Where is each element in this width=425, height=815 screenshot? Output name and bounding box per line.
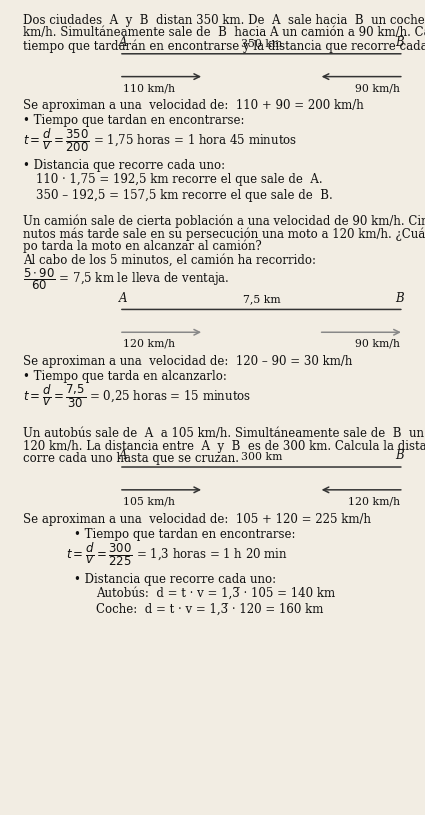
Text: Se aproximan a una  velocidad de:  105 + 120 = 225 km/h: Se aproximan a una velocidad de: 105 + 1… (23, 513, 371, 526)
Text: 350 – 192,5 = 157,5 km recorre el que sale de  B.: 350 – 192,5 = 157,5 km recorre el que sa… (36, 189, 333, 202)
Text: • Tiempo que tardan en encontrarse:: • Tiempo que tardan en encontrarse: (74, 528, 296, 541)
Text: A: A (119, 292, 128, 305)
Text: $t = \dfrac{d}{v} = \dfrac{7{,}5}{30}$ = 0,25 horas = 15 minutos: $t = \dfrac{d}{v} = \dfrac{7{,}5}{30}$ =… (23, 383, 252, 410)
Text: $t = \dfrac{d}{v} = \dfrac{300}{225}$ = 1,3 horas = 1 h 20 min: $t = \dfrac{d}{v} = \dfrac{300}{225}$ = … (66, 542, 288, 568)
Text: B: B (395, 292, 404, 305)
Text: 105 km/h: 105 km/h (123, 496, 175, 506)
Text: 120 km/h: 120 km/h (348, 496, 400, 506)
Text: 120 km/h: 120 km/h (123, 339, 175, 349)
Text: • Tiempo que tardan en encontrarse:: • Tiempo que tardan en encontrarse: (23, 114, 245, 127)
Text: tiempo que tardarán en encontrarse y la distancia que recorre cada uno.: tiempo que tardarán en encontrarse y la … (23, 39, 425, 53)
Text: • Distancia que recorre cada uno:: • Distancia que recorre cada uno: (74, 573, 277, 586)
Text: $t = \dfrac{d}{v} = \dfrac{350}{200}$ = 1,75 horas = 1 hora 45 minutos: $t = \dfrac{d}{v} = \dfrac{350}{200}$ = … (23, 127, 297, 154)
Text: 120 km/h. La distancia entre  A  y  B  es de 300 km. Calcula la distancia que re: 120 km/h. La distancia entre A y B es de… (23, 440, 425, 452)
Text: • Tiempo que tarda en alcanzarlo:: • Tiempo que tarda en alcanzarlo: (23, 369, 227, 382)
Text: Se aproximan a una  velocidad de:  120 – 90 = 30 km/h: Se aproximan a una velocidad de: 120 – 9… (23, 355, 353, 368)
Text: km/h. Simultáneamente sale de  B  hacia A un camión a 90 km/h. Calcula el: km/h. Simultáneamente sale de B hacia A … (23, 26, 425, 39)
Text: B: B (395, 36, 404, 49)
Text: po tarda la moto en alcanzar al camión?: po tarda la moto en alcanzar al camión? (23, 240, 262, 253)
Text: Un camión sale de cierta población a una velocidad de 90 km/h. Cinco mi-: Un camión sale de cierta población a una… (23, 214, 425, 228)
Text: Dos ciudades  A  y  B  distan 350 km. De  A  sale hacia  B  un coche a 110: Dos ciudades A y B distan 350 km. De A s… (23, 14, 425, 27)
Text: 7,5 km: 7,5 km (243, 294, 280, 305)
Text: Un autobús sale de  A  a 105 km/h. Simultáneamente sale de  B  un coche a: Un autobús sale de A a 105 km/h. Simultá… (23, 427, 425, 440)
Text: 110 km/h: 110 km/h (123, 83, 175, 93)
Text: $\dfrac{5 \cdot 90}{60}$ = 7,5 km le lleva de ventaja.: $\dfrac{5 \cdot 90}{60}$ = 7,5 km le lle… (23, 267, 230, 293)
Text: A: A (119, 36, 128, 49)
Text: Autobús:  d = t · v = 1,3̅ · 105 = 140 km: Autobús: d = t · v = 1,3̅ · 105 = 140 km (96, 587, 335, 600)
Text: 110 · 1,75 = 192,5 km recorre el que sale de  A.: 110 · 1,75 = 192,5 km recorre el que sal… (36, 173, 323, 186)
Text: Al cabo de los 5 minutos, el camión ha recorrido:: Al cabo de los 5 minutos, el camión ha r… (23, 254, 316, 267)
Text: Coche:  d = t · v = 1,3̅ · 120 = 160 km: Coche: d = t · v = 1,3̅ · 120 = 160 km (96, 602, 323, 615)
Text: 350 km: 350 km (241, 39, 282, 49)
Text: 300 km: 300 km (241, 452, 282, 462)
Text: corre cada uno hasta que se cruzan.: corre cada uno hasta que se cruzan. (23, 452, 239, 465)
Text: nutos más tarde sale en su persecución una moto a 120 km/h. ¿Cuánto tiem-: nutos más tarde sale en su persecución u… (23, 227, 425, 240)
Text: A: A (119, 449, 128, 462)
Text: • Distancia que recorre cada uno:: • Distancia que recorre cada uno: (23, 159, 226, 172)
Text: 90 km/h: 90 km/h (354, 339, 400, 349)
Text: Se aproximan a una  velocidad de:  110 + 90 = 200 km/h: Se aproximan a una velocidad de: 110 + 9… (23, 99, 364, 112)
Text: 90 km/h: 90 km/h (354, 83, 400, 93)
Text: B: B (395, 449, 404, 462)
